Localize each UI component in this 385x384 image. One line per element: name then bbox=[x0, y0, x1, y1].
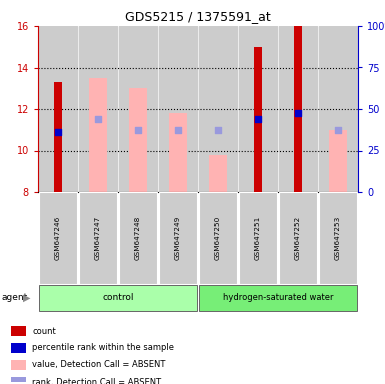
Text: hydrogen-saturated water: hydrogen-saturated water bbox=[223, 293, 333, 303]
FancyBboxPatch shape bbox=[239, 192, 277, 284]
Point bbox=[215, 127, 221, 133]
FancyBboxPatch shape bbox=[159, 192, 197, 284]
Text: control: control bbox=[102, 293, 134, 303]
FancyBboxPatch shape bbox=[199, 285, 357, 311]
Bar bbox=[39, 26, 77, 192]
Point bbox=[55, 129, 61, 135]
Text: GSM647251: GSM647251 bbox=[255, 216, 261, 260]
Text: GSM647250: GSM647250 bbox=[215, 216, 221, 260]
Text: rank, Detection Call = ABSENT: rank, Detection Call = ABSENT bbox=[32, 377, 161, 384]
Text: GSM647252: GSM647252 bbox=[295, 216, 301, 260]
Point bbox=[135, 127, 141, 133]
Bar bbox=[119, 26, 157, 192]
Title: GDS5215 / 1375591_at: GDS5215 / 1375591_at bbox=[125, 10, 271, 23]
Bar bbox=[79, 26, 117, 192]
Bar bbox=[254, 47, 261, 192]
Bar bbox=[199, 26, 237, 192]
FancyBboxPatch shape bbox=[79, 192, 117, 284]
Text: value, Detection Call = ABSENT: value, Detection Call = ABSENT bbox=[32, 361, 166, 369]
Bar bbox=[329, 130, 347, 192]
FancyBboxPatch shape bbox=[319, 192, 357, 284]
Bar bbox=[12, 326, 26, 336]
Bar bbox=[279, 26, 317, 192]
Text: agent: agent bbox=[2, 293, 28, 303]
Bar bbox=[129, 88, 147, 192]
Bar bbox=[159, 26, 197, 192]
Point bbox=[335, 127, 341, 133]
Text: count: count bbox=[32, 326, 56, 336]
Text: percentile rank within the sample: percentile rank within the sample bbox=[32, 344, 174, 353]
Bar bbox=[89, 78, 107, 192]
Text: GSM647253: GSM647253 bbox=[335, 216, 341, 260]
FancyBboxPatch shape bbox=[279, 192, 317, 284]
Bar bbox=[169, 113, 187, 192]
Text: ▶: ▶ bbox=[23, 293, 30, 303]
Point bbox=[255, 116, 261, 122]
Bar bbox=[209, 155, 227, 192]
Point bbox=[95, 116, 101, 122]
Point bbox=[295, 110, 301, 116]
FancyBboxPatch shape bbox=[199, 192, 237, 284]
Text: GSM647246: GSM647246 bbox=[55, 216, 61, 260]
FancyBboxPatch shape bbox=[39, 192, 77, 284]
Bar bbox=[319, 26, 357, 192]
Point bbox=[175, 127, 181, 133]
Text: GSM647249: GSM647249 bbox=[175, 216, 181, 260]
Bar bbox=[12, 343, 26, 353]
Bar bbox=[12, 360, 26, 370]
Bar bbox=[239, 26, 277, 192]
FancyBboxPatch shape bbox=[39, 285, 197, 311]
Bar bbox=[295, 26, 301, 192]
FancyBboxPatch shape bbox=[119, 192, 157, 284]
Text: GSM647248: GSM647248 bbox=[135, 216, 141, 260]
Bar bbox=[12, 377, 26, 384]
Text: GSM647247: GSM647247 bbox=[95, 216, 101, 260]
Bar bbox=[54, 82, 62, 192]
